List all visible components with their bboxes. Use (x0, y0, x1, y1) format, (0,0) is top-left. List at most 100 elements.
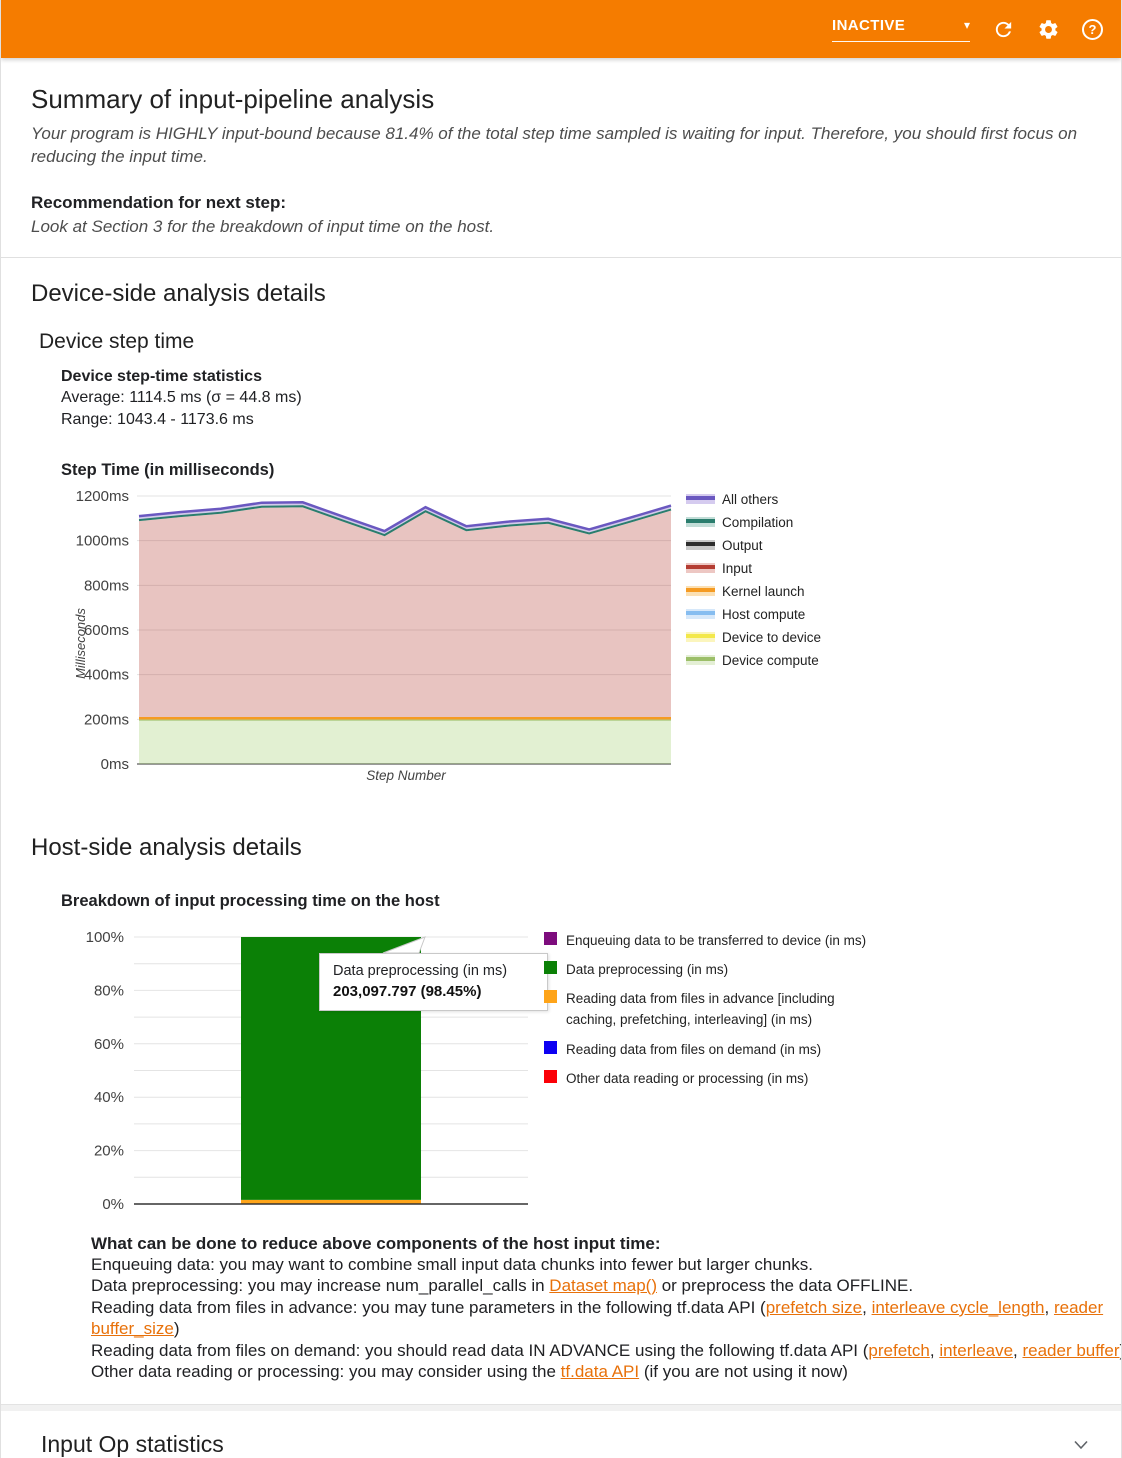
doc-link[interactable]: interleave cycle_length (871, 1297, 1045, 1317)
input-op-title: Input Op statistics (41, 1431, 224, 1458)
svg-text:0%: 0% (102, 1196, 124, 1212)
stats-title: Device step-time statistics (61, 367, 262, 385)
legend-swatch (686, 632, 715, 643)
legend-item: Kernel launch (686, 584, 821, 599)
legend-label: Device compute (722, 652, 819, 668)
device-section-title: Device-side analysis details (31, 279, 326, 307)
advice-title: What can be done to reduce above compone… (91, 1233, 661, 1253)
refresh-icon[interactable] (992, 18, 1015, 41)
doc-link[interactable]: reader buffer (1022, 1340, 1120, 1360)
legend-item: Compilation (686, 515, 821, 530)
svg-text:1000ms: 1000ms (76, 532, 129, 549)
legend-item: Enqueuing data to be transferred to devi… (544, 931, 874, 952)
device-step-stats: Device step-time statistics Average: 111… (61, 366, 1121, 431)
summary-section: Summary of input-pipeline analysis Your … (1, 58, 1121, 257)
legend-item: Reading data from files in advance [incl… (544, 989, 874, 1031)
svg-text:400ms: 400ms (84, 666, 129, 683)
legend-swatch (686, 609, 715, 620)
doc-link[interactable]: interleave (939, 1340, 1014, 1360)
legend-swatch (686, 586, 715, 597)
page-title: Summary of input-pipeline analysis (31, 84, 435, 114)
device-step-time-chart[interactable]: Milliseconds 0ms 200ms 400ms 600ms 800ms 1000… (31, 486, 1121, 808)
device-step-time-title: Device step time (39, 329, 195, 353)
legend-swatch (686, 655, 715, 666)
section-divider (1, 256, 1121, 258)
x-axis-label: Step Number (366, 767, 446, 783)
host-section-title: Host-side analysis details (31, 833, 302, 861)
svg-text:600ms: 600ms (84, 622, 129, 639)
legend-item: Data preprocessing (in ms) (544, 960, 874, 981)
legend-item: Device to device (686, 630, 821, 645)
legend-label: Data preprocessing (in ms) (566, 962, 729, 978)
legend-item: Input (686, 561, 821, 576)
svg-text:0ms: 0ms (101, 756, 129, 773)
doc-link[interactable]: reader buffer_size (91, 1297, 1104, 1339)
svg-text:800ms: 800ms (84, 577, 129, 594)
tooltip-series-name: Data preprocessing (in ms) (333, 962, 508, 979)
legend-label: Output (722, 537, 763, 553)
legend-label: Device to device (722, 629, 822, 645)
advice-line: Other data reading or processing: you ma… (91, 1362, 848, 1382)
legend-swatch (544, 990, 557, 1004)
status-label: INACTIVE (832, 16, 906, 34)
legend-item: Device compute (686, 653, 821, 668)
legend-label: Compilation (722, 514, 794, 530)
advice-line: Reading data from files on demand: you s… (91, 1340, 1121, 1360)
legend-item: All others (686, 492, 821, 507)
legend-swatch (544, 1040, 557, 1054)
legend-swatch (544, 1070, 557, 1084)
app-header: INACTIVE ▾ ? (1, 0, 1121, 58)
recommendation-text: Look at Section 3 for the breakdown of i… (31, 216, 495, 236)
doc-link[interactable]: prefetch size (765, 1297, 863, 1317)
device-chart-title: Step Time (in milliseconds) (61, 460, 275, 479)
device-analysis-section: Device-side analysis details Device step… (1, 258, 1121, 808)
host-advice: What can be done to reduce above compone… (91, 1233, 1121, 1383)
advice-line: Reading data from files in advance: you … (91, 1297, 1104, 1339)
doc-link[interactable]: Dataset map() (549, 1276, 657, 1296)
legend-item: Host compute (686, 607, 821, 622)
help-icon[interactable]: ? (1082, 18, 1103, 40)
host-chart-title: Breakdown of input processing time on th… (61, 891, 440, 910)
legend-label: Enqueuing data to be transferred to devi… (566, 932, 867, 948)
host-breakdown-chart[interactable]: 0% 20% 40% 60% 80% 100% Data preprocessing (i… (31, 927, 1121, 1219)
legend-swatch (686, 494, 715, 505)
svg-text:80%: 80% (94, 982, 124, 999)
host-chart-legend: Enqueuing data to be transferred to devi… (544, 931, 874, 1099)
svg-text:1200ms: 1200ms (76, 488, 129, 505)
legend-swatch (544, 931, 557, 945)
device-chart-plot[interactable]: 0ms 200ms 400ms 600ms 800ms 1000ms 1200ms (71, 486, 711, 786)
tooltip-value: 203,097.797 (98.45%) (333, 982, 482, 1000)
legend-swatch (686, 517, 715, 528)
settings-gear-icon[interactable] (1037, 18, 1060, 41)
doc-link[interactable]: prefetch (868, 1340, 930, 1360)
tooltip-callout (382, 935, 426, 954)
stats-range: Range: 1043.4 - 1173.6 ms (61, 411, 254, 428)
thick-divider (1, 1404, 1121, 1412)
legend-label: Reading data from files on demand (in ms… (566, 1041, 822, 1057)
legend-label: Input (722, 560, 753, 576)
chart-tooltip: Data preprocessing (in ms) 203,097.797 (… (319, 952, 548, 1011)
dropdown-caret-icon: ▾ (963, 18, 970, 32)
status-dropdown[interactable]: INACTIVE ▾ (832, 17, 970, 42)
svg-text:60%: 60% (94, 1035, 124, 1052)
svg-text:200ms: 200ms (84, 711, 129, 728)
svg-text:20%: 20% (94, 1142, 124, 1159)
legend-swatch (686, 540, 715, 551)
chevron-down-icon[interactable] (1073, 1440, 1089, 1450)
legend-label: Other data reading or processing (in ms) (566, 1071, 809, 1087)
legend-swatch (544, 961, 557, 975)
summary-text: Your program is HIGHLY input-bound becau… (31, 124, 1078, 166)
doc-link[interactable]: tf.data API (560, 1362, 640, 1382)
advice-line: Data preprocessing: you may increase num… (91, 1276, 914, 1296)
device-chart-legend: All others Compilation Output Input Kernel l… (686, 492, 821, 676)
input-op-statistics-header[interactable]: Input Op statistics (1, 1411, 1121, 1458)
legend-item: Reading data from files on demand (in ms… (544, 1040, 874, 1061)
legend-label: Reading data from files in advance [incl… (566, 991, 835, 1028)
stats-average: Average: 1114.5 ms (σ = 44.8 ms) (61, 389, 302, 407)
recommendation-label: Recommendation for next step: (31, 192, 287, 212)
legend-swatch (686, 563, 715, 574)
host-analysis-section: Host-side analysis details Breakdown of … (1, 808, 1121, 1383)
legend-label: Kernel launch (722, 583, 805, 599)
legend-item: Output (686, 538, 821, 553)
